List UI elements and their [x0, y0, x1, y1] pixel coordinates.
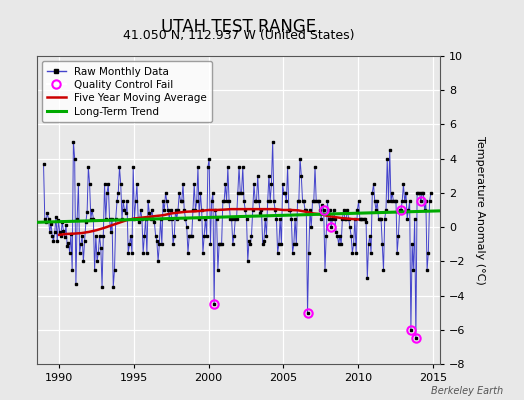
Text: 41.050 N, 112.937 W (United States): 41.050 N, 112.937 W (United States)	[123, 29, 354, 42]
Y-axis label: Temperature Anomaly (°C): Temperature Anomaly (°C)	[475, 136, 485, 284]
Text: Berkeley Earth: Berkeley Earth	[431, 386, 503, 396]
Legend: Raw Monthly Data, Quality Control Fail, Five Year Moving Average, Long-Term Tren: Raw Monthly Data, Quality Control Fail, …	[42, 61, 212, 122]
Text: UTAH TEST RANGE: UTAH TEST RANGE	[161, 18, 316, 36]
